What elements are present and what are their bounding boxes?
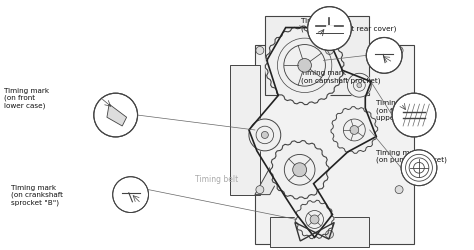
Polygon shape [255,150,295,194]
Text: Timing mark
(on pump sprocket): Timing mark (on pump sprocket) [376,150,447,163]
FancyBboxPatch shape [270,218,369,247]
Text: Timing mark
(on crankshaft
sprocket "B"): Timing mark (on crankshaft sprocket "B") [11,185,63,206]
Circle shape [346,72,372,98]
Text: Timing mark
(on front
upper case): Timing mark (on front upper case) [376,100,421,121]
Circle shape [292,163,307,177]
Circle shape [94,93,137,137]
Circle shape [298,58,311,72]
Circle shape [401,150,437,186]
Circle shape [326,230,334,238]
FancyBboxPatch shape [265,16,369,95]
Circle shape [395,46,403,54]
Circle shape [310,215,319,224]
Circle shape [295,200,335,239]
Circle shape [392,93,436,137]
Text: Timing mark
(on camshaft procket): Timing mark (on camshaft procket) [301,70,380,84]
FancyBboxPatch shape [255,46,414,244]
Text: Timing belt: Timing belt [194,175,238,184]
Circle shape [265,26,345,105]
Circle shape [256,46,264,54]
Circle shape [261,132,268,138]
Circle shape [357,83,362,87]
Polygon shape [107,104,127,126]
Circle shape [113,177,148,212]
Text: Timing mark
(on front
lower case): Timing mark (on front lower case) [4,88,49,109]
Circle shape [248,118,282,152]
Circle shape [270,140,329,200]
Circle shape [308,7,351,51]
FancyBboxPatch shape [230,65,260,194]
Circle shape [330,106,378,154]
Circle shape [366,38,402,73]
Text: Timing mark
(on timing belt rear cover): Timing mark (on timing belt rear cover) [301,18,396,32]
Circle shape [350,126,359,134]
Circle shape [395,186,403,194]
Circle shape [326,46,334,54]
Circle shape [256,186,264,194]
